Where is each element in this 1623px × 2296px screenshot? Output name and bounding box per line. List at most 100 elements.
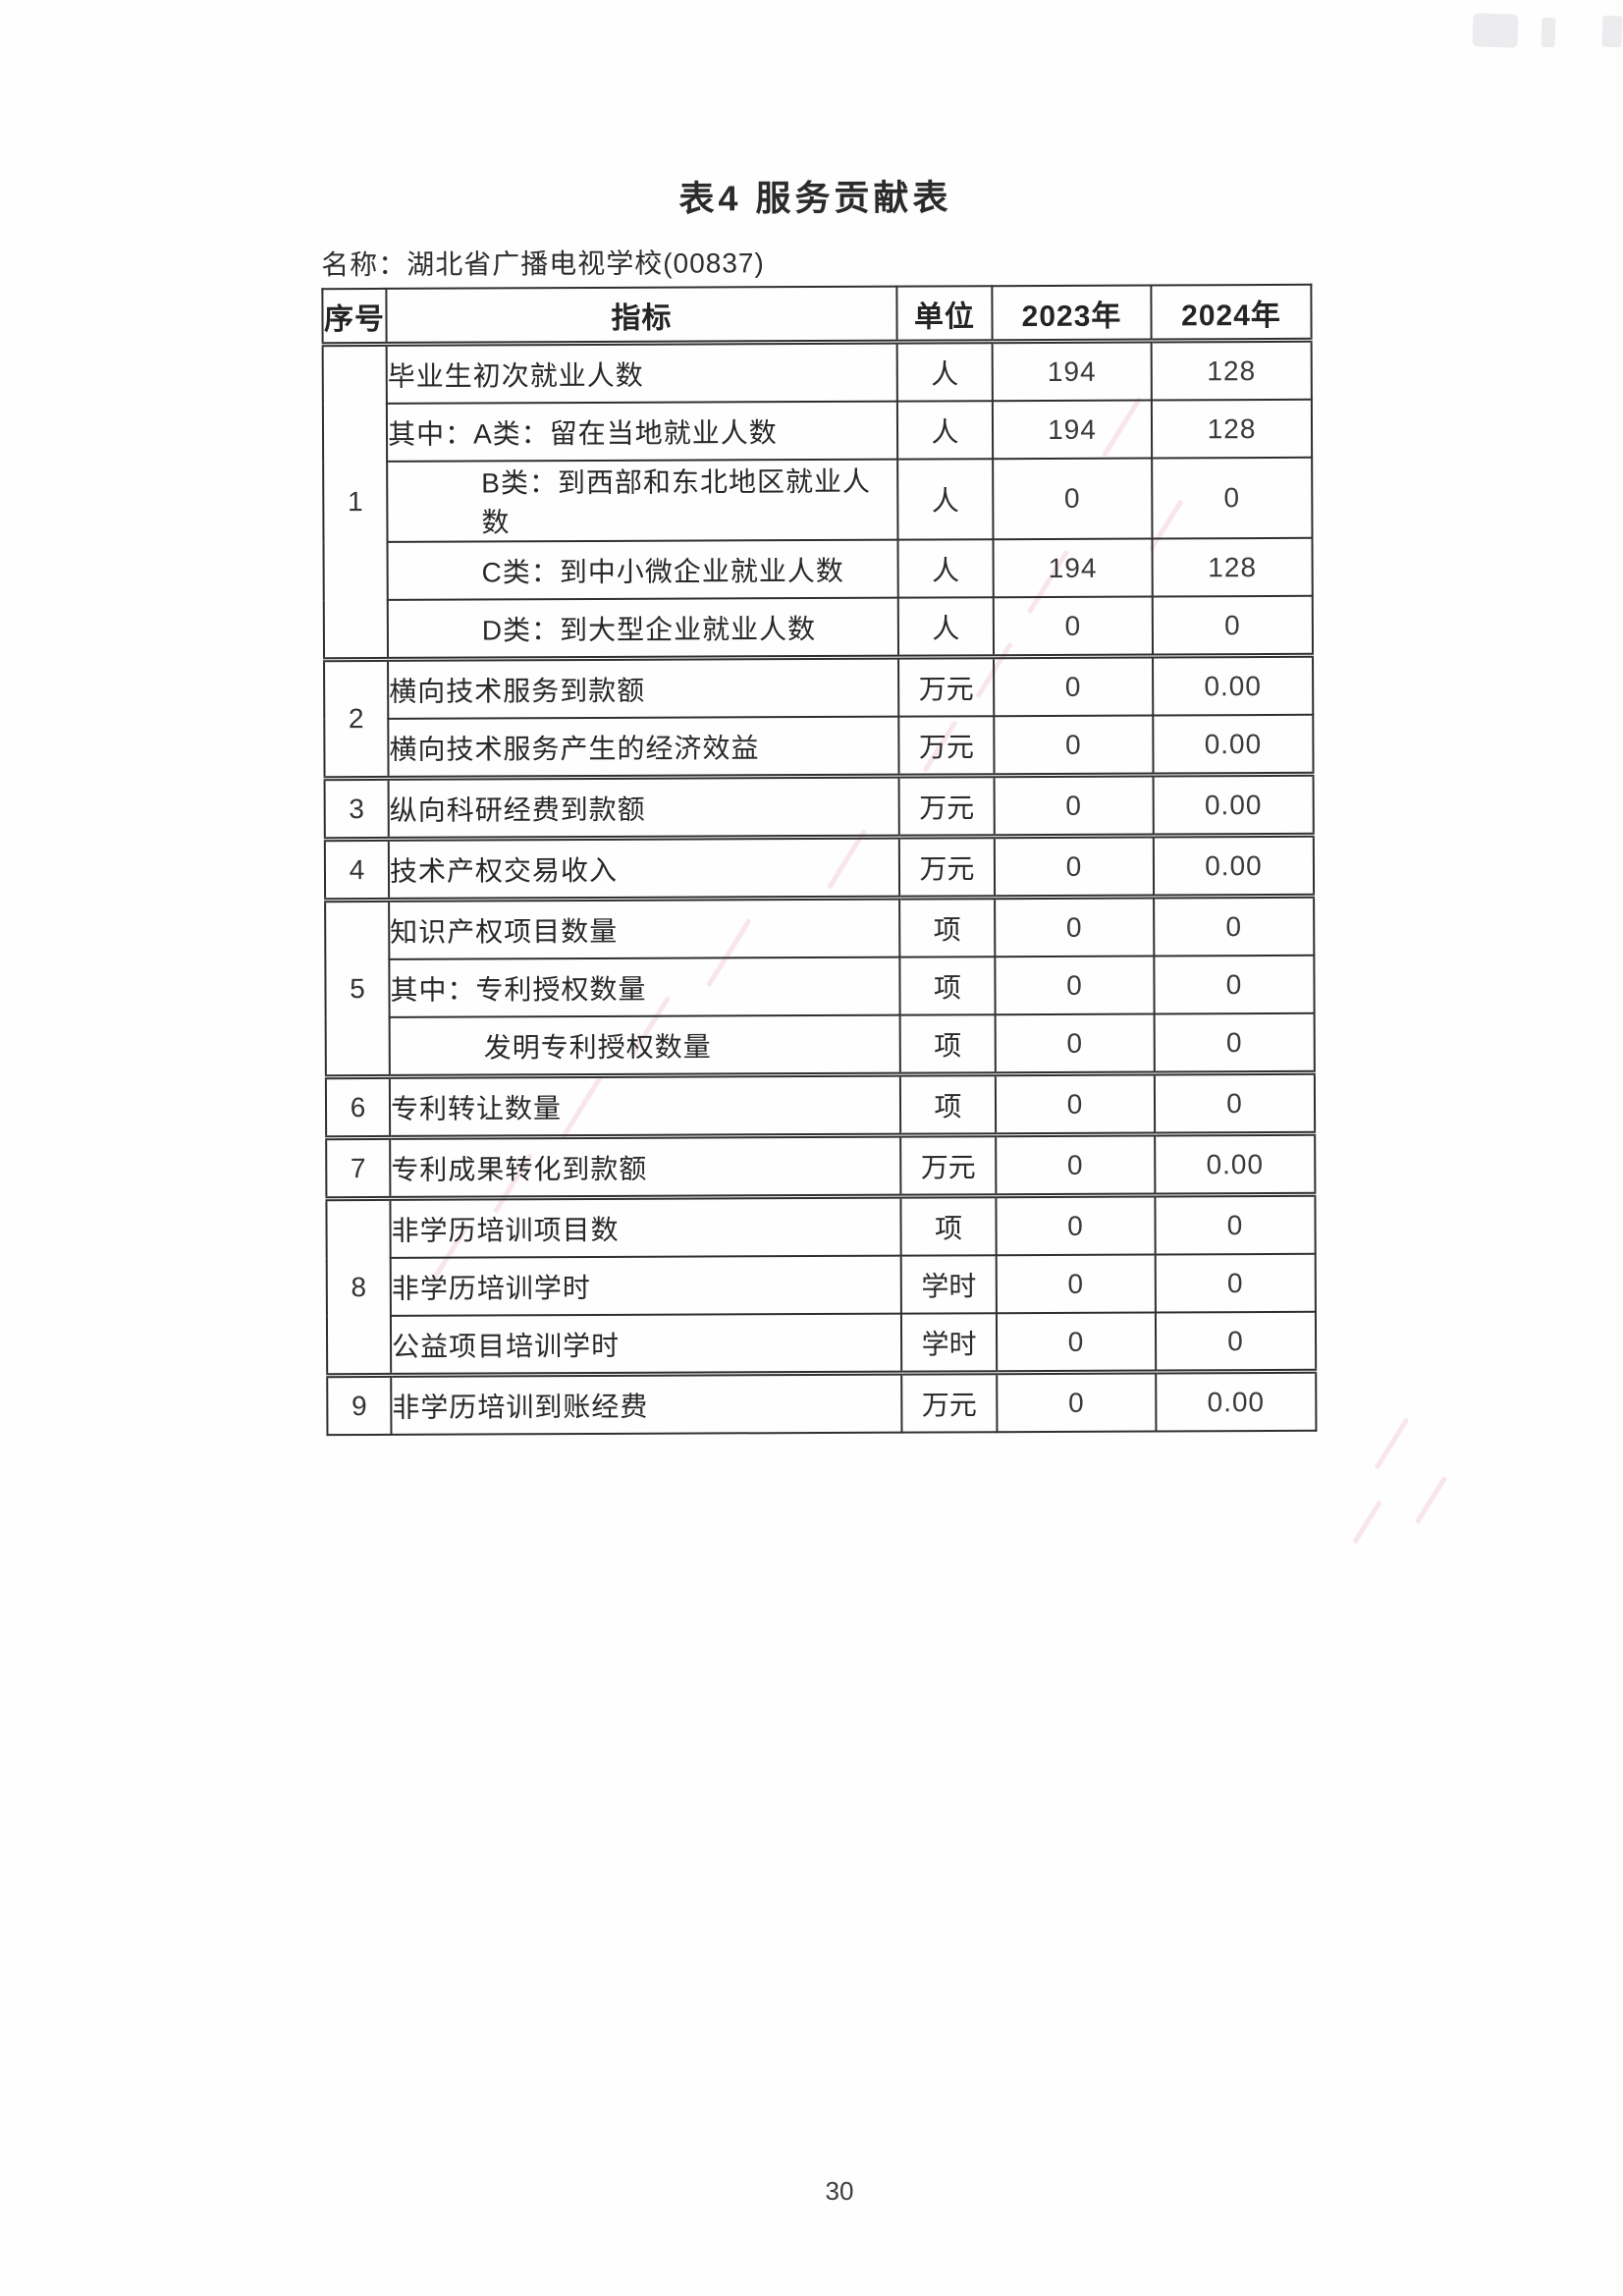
indicator-cell: 横向技术服务到款额 xyxy=(388,657,899,719)
value-2023-cell: 0 xyxy=(993,458,1153,540)
value-2023-cell: 194 xyxy=(993,538,1153,598)
table-row: D类：到大型企业就业人数人 0 0 xyxy=(324,595,1314,660)
scan-smudge xyxy=(1541,17,1556,48)
value-2023-cell: 0 xyxy=(994,656,1154,717)
table-row: 非学历培训学时 学时 0 0 xyxy=(327,1253,1316,1316)
col-header-index: 序号 xyxy=(322,288,387,345)
indicator-cell: 其中：专利授权数量 xyxy=(389,957,900,1017)
table-row: 其中：A类：留在当地就业人数人 194 128 xyxy=(323,399,1313,462)
unit-cell: 万元 xyxy=(900,1134,997,1197)
indicator-cell: B类：到西部和东北地区就业人数 xyxy=(387,459,898,542)
unit-cell: 人 xyxy=(897,459,994,540)
indicator-cell: 非学历培训到账经费 xyxy=(391,1373,902,1435)
table-header: 序号 指标 单位 2023年 2024年 xyxy=(322,284,1312,345)
unit-cell: 人 xyxy=(896,401,994,460)
section-number-cell: 3 xyxy=(324,778,389,840)
unit-cell: 学时 xyxy=(900,1255,997,1314)
unit-cell: 项 xyxy=(899,1073,997,1136)
document-body: 表4 服务贡献表 名称：湖北省广播电视学校(00837) 序号 指标 单位 20… xyxy=(321,175,1317,1436)
value-2024-cell: 128 xyxy=(1151,399,1313,459)
value-2024-cell: 0.00 xyxy=(1155,1133,1316,1196)
value-2024-cell: 0 xyxy=(1155,1194,1316,1255)
indicator-cell: 知识产权项目数量 xyxy=(389,898,900,959)
col-header-unit: 单位 xyxy=(896,286,993,343)
header-row: 序号 指标 单位 2023年 2024年 xyxy=(322,284,1312,345)
indicator-cell: 横向技术服务产生的经济效益 xyxy=(388,716,899,779)
section-number-cell: 8 xyxy=(326,1198,392,1376)
section-number-cell: 1 xyxy=(322,344,389,660)
unit-cell: 项 xyxy=(900,1195,997,1256)
value-2023-cell: 0 xyxy=(995,897,1155,957)
service-contribution-table: 序号 指标 单位 2023年 2024年 1 毕业生初次就业人数人 194 128 其中… xyxy=(321,284,1317,1436)
table-row: 5 知识产权项目数量项 0 0 xyxy=(325,896,1315,1077)
value-2023-cell: 0 xyxy=(996,1312,1157,1373)
unit-cell: 项 xyxy=(899,897,996,957)
value-2023-cell: 194 xyxy=(992,341,1152,402)
table-row: 其中：专利授权数量项 0 0 xyxy=(325,955,1315,1017)
indicator-cell: 非学历培训项目数 xyxy=(390,1196,901,1258)
table-row: 9 非学历培训到账经费 万元 0 0.00 xyxy=(327,1371,1317,1436)
value-2023-cell: 0 xyxy=(995,1073,1156,1135)
value-2023-cell: 0 xyxy=(997,1372,1157,1433)
value-2023-cell: 0 xyxy=(996,1195,1156,1256)
institution-name-line: 名称：湖北省广播电视学校(00837) xyxy=(321,247,765,281)
page-title: 表4 服务贡献表 xyxy=(678,177,952,219)
value-2024-cell: 0.00 xyxy=(1153,655,1314,716)
table-row: 2 横向技术服务到款额 万元 0 0.00 xyxy=(324,655,1314,779)
section-number-cell: 5 xyxy=(325,900,390,1077)
unit-cell: 万元 xyxy=(898,716,995,777)
indicator-cell: 发明专利授权数量 xyxy=(389,1014,900,1077)
page-number: 30 xyxy=(825,2176,854,2206)
value-2024-cell: 0 xyxy=(1154,896,1315,957)
scan-smudge xyxy=(1472,13,1519,48)
watermark-stroke xyxy=(1374,1417,1410,1470)
table-row: 3 纵向科研经费到款额 万元 0 0.00 xyxy=(324,774,1314,840)
value-2023-cell: 0 xyxy=(996,1254,1156,1314)
indicator-cell: 公益项目培训学时 xyxy=(390,1313,902,1376)
table-row: 8 非学历培训项目数项 0 0 xyxy=(326,1194,1316,1376)
value-2023-cell: 0 xyxy=(994,775,1154,837)
unit-cell: 学时 xyxy=(900,1313,998,1374)
indicator-cell: 毕业生初次就业人数 xyxy=(386,342,897,404)
unit-cell: 人 xyxy=(897,597,995,658)
indicator-cell: 技术产权交易收入 xyxy=(388,837,900,901)
value-2023-cell: 0 xyxy=(996,1134,1156,1196)
value-2024-cell: 0 xyxy=(1155,1253,1316,1313)
unit-cell: 万元 xyxy=(898,836,996,899)
value-2024-cell: 0 xyxy=(1155,1311,1317,1373)
value-2024-cell: 0.00 xyxy=(1153,835,1315,898)
value-2024-cell: 128 xyxy=(1151,340,1312,401)
unit-cell: 人 xyxy=(896,341,993,402)
value-2024-cell: 0 xyxy=(1154,955,1315,1014)
unit-cell: 项 xyxy=(899,957,996,1015)
value-2023-cell: 0 xyxy=(995,956,1155,1015)
table-row: 7 专利成果转化到款额 万元 0 0.00 xyxy=(326,1133,1316,1199)
table-row: 4 技术产权交易收入 万元 0 0.00 xyxy=(324,835,1315,901)
value-2023-cell: 0 xyxy=(994,836,1155,898)
value-2024-cell: 0 xyxy=(1154,1012,1315,1074)
indicator-cell: 其中：A类：留在当地就业人数 xyxy=(386,401,898,462)
indicator-cell: 专利成果转化到款额 xyxy=(390,1135,901,1199)
section-number-cell: 7 xyxy=(326,1137,391,1199)
table-row: C类：到中小微企业就业人数人 194 128 xyxy=(324,537,1313,600)
indicator-cell: D类：到大型企业就业人数 xyxy=(387,597,899,660)
section-number-cell: 4 xyxy=(324,839,390,901)
unit-cell: 万元 xyxy=(898,775,995,838)
watermark-stroke xyxy=(1352,1500,1382,1545)
value-2023-cell: 0 xyxy=(993,596,1154,657)
unit-cell: 万元 xyxy=(898,656,995,717)
table-row: 6 专利转让数量项 0 0 xyxy=(325,1072,1316,1138)
section-number-cell: 2 xyxy=(324,659,389,779)
watermark-stroke xyxy=(1414,1475,1448,1525)
value-2024-cell: 0 xyxy=(1152,595,1314,657)
value-2024-cell: 0 xyxy=(1152,457,1313,539)
indicator-cell: 专利转让数量 xyxy=(389,1074,901,1138)
value-2024-cell: 128 xyxy=(1152,537,1313,597)
indicator-cell: 纵向科研经费到款额 xyxy=(388,776,899,840)
table-row: 1 毕业生初次就业人数人 194 128 xyxy=(322,340,1312,660)
section-number-cell: 6 xyxy=(325,1076,391,1138)
value-2023-cell: 0 xyxy=(994,715,1154,776)
scan-smudge xyxy=(1601,15,1623,48)
